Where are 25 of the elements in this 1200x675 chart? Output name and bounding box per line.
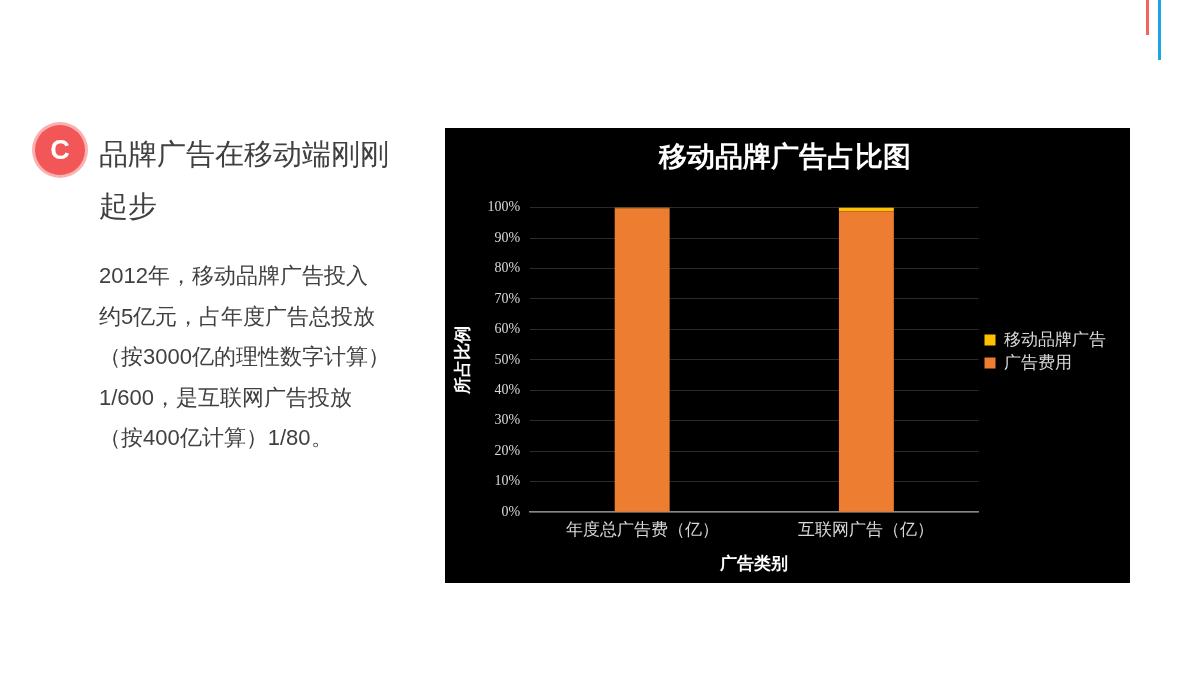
- text: 2012年，移动品牌广告投入: [99, 262, 369, 290]
- y-tick-label: 0%: [501, 503, 521, 519]
- y-tick-label: 70%: [494, 290, 521, 306]
- chart-title: 移动品牌广告占比图: [657, 141, 911, 173]
- circle-badge: C: [35, 125, 85, 175]
- y-tick-label: 10%: [494, 473, 521, 489]
- text: 1/600，是互联网广告投放: [99, 383, 354, 412]
- text: 约5亿元，占年度广告总投放: [99, 302, 377, 331]
- y-tick-label: 80%: [494, 260, 521, 276]
- legend-label: 广告费用: [1004, 352, 1072, 372]
- x-tick-label: 互联网广告（亿）: [798, 520, 935, 540]
- text: （按3000亿的理性数字计算）: [99, 343, 390, 371]
- text: （按400亿计算）1/80。: [99, 424, 334, 452]
- y-tick-label: 20%: [494, 442, 521, 458]
- y-tick-label: 30%: [494, 412, 521, 428]
- x-axis-title: 广告类别: [719, 554, 789, 574]
- y-tick-label: 90%: [494, 229, 521, 245]
- y-axis-title: 所占比例: [452, 325, 472, 395]
- y-tick-label: 40%: [494, 382, 521, 398]
- y-tick-label: 100%: [487, 199, 521, 215]
- x-tick-label: 年度总广告费（亿）: [565, 520, 719, 540]
- y-tick-label: 50%: [494, 351, 521, 367]
- y-tick-label: 60%: [494, 321, 521, 337]
- legend-label: 移动品牌广告: [1004, 329, 1106, 349]
- text: 品牌广告在移动端刚刚起步: [99, 137, 390, 224]
